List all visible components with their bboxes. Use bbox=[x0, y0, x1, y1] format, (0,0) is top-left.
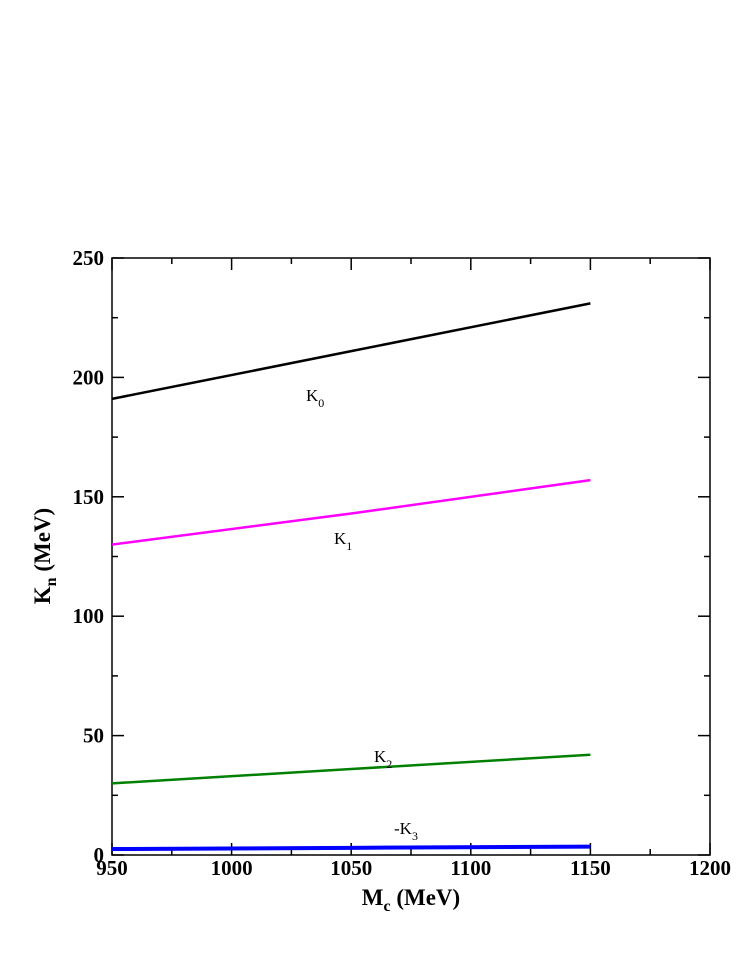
series-label: K0 bbox=[306, 386, 324, 410]
y-tick-label: 150 bbox=[73, 485, 105, 509]
series-label-name: -K bbox=[394, 819, 413, 838]
y-axis-label-sub: n bbox=[43, 577, 60, 586]
series-label-name: K bbox=[334, 529, 347, 548]
series-label-sub: 1 bbox=[346, 539, 352, 553]
series-line bbox=[111, 478, 591, 546]
y-tick-label: 100 bbox=[73, 604, 105, 628]
series-label: -K3 bbox=[394, 819, 418, 843]
series-label-sub: 2 bbox=[386, 757, 392, 771]
x-tick-label: 1000 bbox=[211, 856, 253, 880]
x-tick-label: 1150 bbox=[570, 856, 611, 880]
x-axis-label-sub: c bbox=[384, 898, 391, 915]
x-axis-label-main: M bbox=[362, 885, 384, 910]
x-tick-label: 1100 bbox=[450, 856, 491, 880]
y-axis-label-rest: (MeV) bbox=[30, 508, 55, 578]
series-line bbox=[111, 753, 591, 785]
y-axis-label-main: K bbox=[30, 586, 55, 604]
y-axis-label: Kn (MeV) bbox=[30, 508, 60, 604]
series-label: K2 bbox=[374, 747, 392, 771]
series-label-sub: 0 bbox=[318, 396, 324, 410]
x-axis-label-rest: (MeV) bbox=[391, 885, 461, 910]
x-axis-label: Mc (MeV) bbox=[362, 885, 460, 915]
y-tick-label: 200 bbox=[73, 365, 105, 389]
series-label: K1 bbox=[334, 529, 352, 553]
y-tick-label: 250 bbox=[73, 246, 105, 270]
y-tick-label: 0 bbox=[94, 843, 105, 867]
series-label-name: K bbox=[306, 386, 319, 405]
x-tick-label: 950 bbox=[96, 856, 128, 880]
x-tick-label: 1050 bbox=[330, 856, 372, 880]
series-line bbox=[111, 844, 591, 852]
series-label-sub: 3 bbox=[412, 829, 418, 843]
y-tick-label: 50 bbox=[83, 724, 104, 748]
x-tick-label: 1200 bbox=[689, 856, 731, 880]
series-line bbox=[111, 302, 591, 401]
series-label-name: K bbox=[374, 747, 387, 766]
